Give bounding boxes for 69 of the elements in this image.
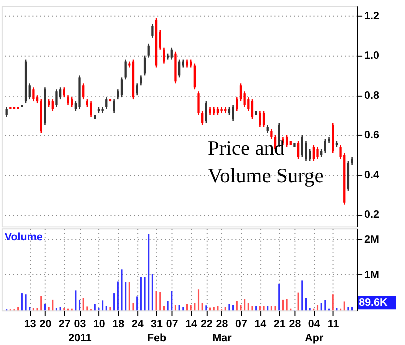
candlestick	[144, 55, 146, 76]
candlestick	[205, 100, 208, 124]
candlestick	[124, 59, 127, 80]
y-tick-label: 2M	[364, 234, 380, 246]
candlestick	[194, 63, 196, 90]
x-tick-label: 07	[236, 318, 248, 331]
chart-title: Volume	[4, 231, 43, 244]
x-tick-label: 28 Mar	[212, 318, 233, 344]
x-tick-label: 14	[254, 318, 267, 331]
x-tick-label: 10	[93, 318, 106, 331]
candlestick	[240, 83, 242, 102]
candlestick	[270, 128, 273, 140]
candlestick	[117, 88, 120, 100]
x-tick-label: 18	[112, 318, 125, 331]
candlestick	[120, 77, 124, 98]
x-tick-label: 21	[274, 318, 286, 331]
annotation: Price and Volume Surge	[208, 138, 324, 188]
candlestick	[248, 96, 250, 112]
candlestick	[236, 96, 238, 112]
y-tick-label: 0.4	[364, 169, 380, 182]
x-tick-label: 24	[132, 318, 144, 331]
candlestick	[63, 86, 66, 98]
y-tick-label: 1.2	[364, 10, 380, 23]
candlestick	[178, 59, 181, 78]
y-tick-label: 0.8	[364, 90, 380, 102]
candlestick	[140, 75, 142, 86]
candlestick	[301, 134, 304, 158]
candlestick	[305, 140, 308, 162]
candlestick	[148, 43, 150, 58]
y-tick-label: 1M	[364, 269, 380, 282]
candlestick	[82, 83, 85, 100]
candlestick	[312, 144, 315, 162]
x-tick-label: 31 Feb	[147, 318, 167, 344]
candlestick	[52, 98, 54, 112]
candlestick	[251, 98, 254, 120]
candlestick	[67, 94, 70, 106]
x-tick-label: 11	[328, 318, 340, 331]
candlestick	[232, 104, 234, 122]
candlestick	[202, 110, 204, 126]
candlestick	[198, 90, 200, 116]
candlestick	[113, 98, 116, 114]
candlestick	[297, 140, 300, 160]
x-tick-label: 22	[200, 318, 213, 331]
candlestick	[6, 106, 8, 118]
candlestick	[136, 83, 138, 96]
candlestick	[56, 88, 58, 108]
candlestick	[259, 110, 262, 128]
x-tick-label: 13	[24, 318, 36, 331]
candlestick	[28, 83, 31, 100]
x-tick-label: 07	[166, 318, 178, 331]
candlestick	[316, 146, 319, 160]
candlestick	[163, 47, 166, 64]
x-tick-label: 14	[186, 318, 198, 331]
y-tick-label: 1.0	[364, 50, 380, 62]
candlestick	[159, 29, 162, 51]
x-tick-label: 04 Apr	[305, 318, 324, 344]
candlestick	[262, 110, 266, 128]
candlestick	[32, 86, 35, 102]
candlestick	[170, 47, 173, 60]
x-tick-label: 27	[58, 318, 71, 331]
x-tick-label: 20	[40, 318, 52, 331]
y-tick-label: 0.2	[364, 209, 380, 222]
candlestick	[152, 23, 154, 39]
text: 89.6K	[359, 296, 388, 309]
candlestick	[90, 100, 92, 118]
y-tick-label: 0.6	[364, 130, 380, 142]
candlestick	[71, 96, 74, 108]
x-tick-label: 28	[289, 318, 302, 331]
candlestick	[106, 96, 108, 110]
